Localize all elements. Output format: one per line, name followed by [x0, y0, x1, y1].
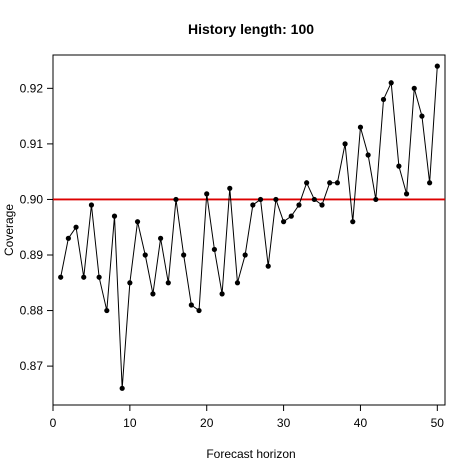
- data-point-41: [365, 152, 371, 158]
- data-point-49: [427, 180, 433, 186]
- x-tick-label-40: 40: [354, 416, 368, 430]
- data-point-50: [434, 63, 440, 69]
- data-point-30: [280, 219, 287, 225]
- data-point-17: [181, 252, 187, 258]
- x-tick-label-0: 0: [50, 416, 57, 430]
- chart-title: History length: 100: [188, 21, 314, 37]
- data-point-37: [334, 180, 340, 186]
- data-point-9: [119, 385, 125, 391]
- data-point-28: [265, 263, 271, 269]
- y-axis-label: Coverage: [2, 204, 16, 256]
- data-point-10: [127, 280, 133, 286]
- x-axis: 0 10 20 30 40 50: [50, 405, 445, 430]
- x-tick-label-10: 10: [123, 416, 137, 430]
- data-point-34: [311, 196, 317, 203]
- data-point-1: [58, 274, 64, 280]
- data-point-6: [96, 274, 102, 280]
- data-point-15: [165, 280, 171, 286]
- x-tick-label-30: 30: [277, 416, 291, 430]
- data-point-14: [158, 235, 164, 241]
- data-point-38: [342, 141, 348, 147]
- data-point-12: [142, 252, 148, 258]
- data-point-24: [234, 280, 241, 286]
- y-tick-label-0.89: 0.89: [20, 248, 44, 262]
- data-point-27: [257, 196, 264, 203]
- y-axis: 0.87 0.88 0.89 0.90 0.91 0.92: [20, 81, 53, 373]
- y-tick-label-0.90: 0.90: [20, 192, 44, 206]
- data-point-19: [196, 307, 202, 314]
- data-point-45: [396, 163, 402, 169]
- data-point-29: [273, 196, 279, 203]
- y-tick-label-0.87: 0.87: [20, 359, 44, 373]
- data-point-16: [173, 196, 179, 203]
- series-line: [60, 66, 438, 389]
- x-tick-label-20: 20: [200, 416, 214, 430]
- data-point-39: [350, 219, 356, 225]
- data-point-36: [327, 180, 333, 186]
- data-point-25: [242, 252, 248, 258]
- data-point-11: [134, 219, 141, 225]
- data-point-20: [204, 191, 210, 197]
- data-point-18: [188, 302, 194, 308]
- x-tick-label-50: 50: [431, 416, 445, 430]
- data-point-13: [150, 291, 156, 297]
- data-point-22: [219, 291, 225, 297]
- data-point-40: [357, 124, 364, 130]
- data-point-32: [296, 202, 302, 208]
- data-point-47: [411, 85, 417, 91]
- data-point-46: [403, 191, 410, 197]
- y-tick-label-0.91: 0.91: [20, 137, 44, 151]
- data-point-8: [111, 213, 118, 219]
- data-point-35: [319, 202, 325, 208]
- data-points: [58, 63, 440, 391]
- data-point-33: [304, 180, 310, 186]
- data-point-44: [388, 80, 394, 86]
- data-point-3: [73, 224, 79, 230]
- data-point-48: [419, 113, 425, 119]
- y-tick-label-0.88: 0.88: [20, 304, 44, 318]
- data-point-2: [65, 235, 71, 241]
- data-point-4: [81, 274, 87, 280]
- plot-frame: [52, 54, 446, 406]
- data-point-21: [211, 246, 218, 253]
- y-tick-label-0.92: 0.92: [20, 81, 44, 95]
- data-point-7: [104, 307, 110, 314]
- data-point-43: [380, 96, 387, 103]
- x-axis-label: Forecast horizon: [206, 447, 295, 461]
- data-point-26: [250, 202, 256, 208]
- data-point-42: [373, 196, 379, 203]
- data-point-23: [227, 185, 233, 191]
- data-point-5: [88, 202, 95, 208]
- data-point-31: [288, 213, 294, 219]
